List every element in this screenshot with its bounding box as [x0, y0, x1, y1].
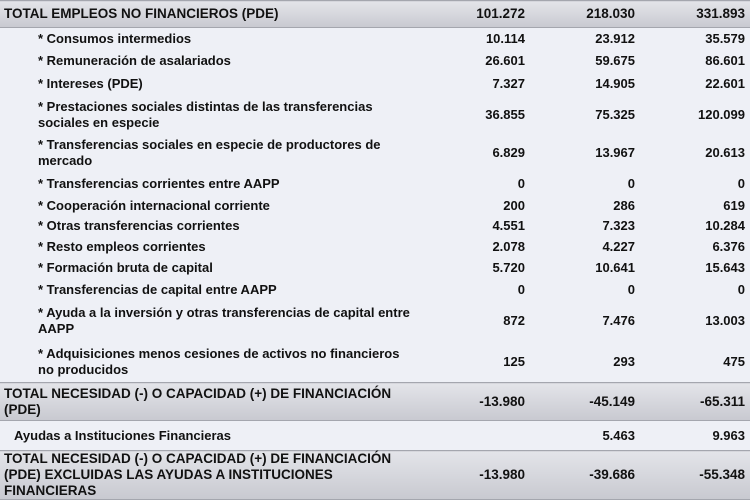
value-col-2: 13.967 [530, 133, 640, 172]
value-col-1: 26.601 [418, 49, 530, 72]
ayudas-row: Ayudas a Instituciones Financieras 5.463… [0, 420, 750, 451]
value-col-3: 22.601 [640, 71, 750, 96]
value-col-1: 200 [418, 195, 530, 216]
value-col-1: 872 [418, 300, 530, 342]
value-col-3: 0 [640, 278, 750, 301]
table-row: * Consumos intermedios 10.114 23.912 35.579 [0, 27, 750, 50]
value-col-3: 20.613 [640, 133, 750, 172]
value-col-2: -39.686 [530, 450, 640, 500]
value-col-2: 14.905 [530, 71, 640, 96]
row-label: * Remuneración de asalariados [0, 49, 418, 72]
value-col-1: 36.855 [418, 95, 530, 134]
value-col-2: 293 [530, 341, 640, 383]
row-label: TOTAL NECESIDAD (-) O CAPACIDAD (+) DE F… [0, 450, 418, 500]
value-col-3: 86.601 [640, 49, 750, 72]
row-label: * Consumos intermedios [0, 27, 418, 50]
value-col-3: -65.311 [640, 382, 750, 421]
value-col-3: 13.003 [640, 300, 750, 342]
value-col-2: 7.323 [530, 215, 640, 237]
table-row: * Transferencias sociales en especie de … [0, 133, 750, 172]
table-row: * Transferencias de capital entre AAPP 0 0… [0, 278, 750, 301]
value-col-1: 4.551 [418, 215, 530, 237]
value-col-2: 0 [530, 171, 640, 196]
value-col-2: 218.030 [530, 0, 640, 28]
value-col-1: 2.078 [418, 236, 530, 258]
value-col-1: 101.272 [418, 0, 530, 28]
table-row: * Adquisiciones menos cesiones de activo… [0, 341, 750, 383]
table-row: * Remuneración de asalariados 26.601 59.67… [0, 49, 750, 72]
value-col-1: -13.980 [418, 382, 530, 421]
value-col-1: 125 [418, 341, 530, 383]
value-col-3: 35.579 [640, 27, 750, 50]
row-label: * Formación bruta de capital [0, 257, 418, 279]
value-col-3: 9.963 [640, 420, 750, 451]
row-label: * Transferencias sociales en especie de … [0, 133, 418, 172]
table-row: * Resto empleos corrientes 2.078 4.227 6.37… [0, 236, 750, 258]
table-row: * Otras transferencias corrientes 4.551 7.… [0, 215, 750, 237]
value-col-2: 4.227 [530, 236, 640, 258]
value-col-1: 7.327 [418, 71, 530, 96]
value-col-1: -13.980 [418, 450, 530, 500]
table-row: * Cooperación internacional corriente 200… [0, 195, 750, 216]
table-row: * Intereses (PDE) 7.327 14.905 22.601 [0, 71, 750, 96]
value-col-3: 120.099 [640, 95, 750, 134]
table-row: * Ayuda a la inversión y otras transfere… [0, 300, 750, 342]
value-col-2: 286 [530, 195, 640, 216]
value-col-3: 10.284 [640, 215, 750, 237]
table-row: * Prestaciones sociales distintas de las… [0, 95, 750, 134]
value-col-3: 331.893 [640, 0, 750, 28]
total-financiacion-row: TOTAL NECESIDAD (-) O CAPACIDAD (+) DE F… [0, 382, 750, 421]
row-label: * Intereses (PDE) [0, 71, 418, 96]
total-excluidas-row: TOTAL NECESIDAD (-) O CAPACIDAD (+) DE F… [0, 450, 750, 500]
row-label: * Transferencias corrientes entre AAPP [0, 171, 418, 196]
value-col-1: 0 [418, 278, 530, 301]
value-col-1: 10.114 [418, 27, 530, 50]
total-empleos-row: TOTAL EMPLEOS NO FINANCIEROS (PDE) 101.2… [0, 0, 750, 28]
value-col-3: -55.348 [640, 450, 750, 500]
table-row: * Formación bruta de capital 5.720 10.641 1… [0, 257, 750, 279]
row-label: * Prestaciones sociales distintas de las… [0, 95, 418, 134]
row-label: * Resto empleos corrientes [0, 236, 418, 258]
value-col-2: 75.325 [530, 95, 640, 134]
value-col-2: 10.641 [530, 257, 640, 279]
value-col-1: 5.720 [418, 257, 530, 279]
value-col-2: 0 [530, 278, 640, 301]
value-col-1: 6.829 [418, 133, 530, 172]
value-col-3: 15.643 [640, 257, 750, 279]
row-label: TOTAL EMPLEOS NO FINANCIEROS (PDE) [0, 0, 418, 28]
value-col-3: 6.376 [640, 236, 750, 258]
value-col-1 [418, 420, 530, 451]
value-col-2: -45.149 [530, 382, 640, 421]
value-col-2: 7.476 [530, 300, 640, 342]
row-label: * Adquisiciones menos cesiones de activo… [0, 341, 418, 383]
row-label: Ayudas a Instituciones Financieras [0, 420, 418, 451]
value-col-1: 0 [418, 171, 530, 196]
value-col-2: 5.463 [530, 420, 640, 451]
row-label: * Cooperación internacional corriente [0, 195, 418, 216]
table-row: * Transferencias corrientes entre AAPP 0 0… [0, 171, 750, 196]
value-col-2: 23.912 [530, 27, 640, 50]
value-col-3: 475 [640, 341, 750, 383]
row-label: TOTAL NECESIDAD (-) O CAPACIDAD (+) DE F… [0, 382, 418, 421]
row-label: * Ayuda a la inversión y otras transfere… [0, 300, 418, 342]
value-col-3: 619 [640, 195, 750, 216]
value-col-2: 59.675 [530, 49, 640, 72]
row-label: * Transferencias de capital entre AAPP [0, 278, 418, 301]
row-label: * Otras transferencias corrientes [0, 215, 418, 237]
value-col-3: 0 [640, 171, 750, 196]
